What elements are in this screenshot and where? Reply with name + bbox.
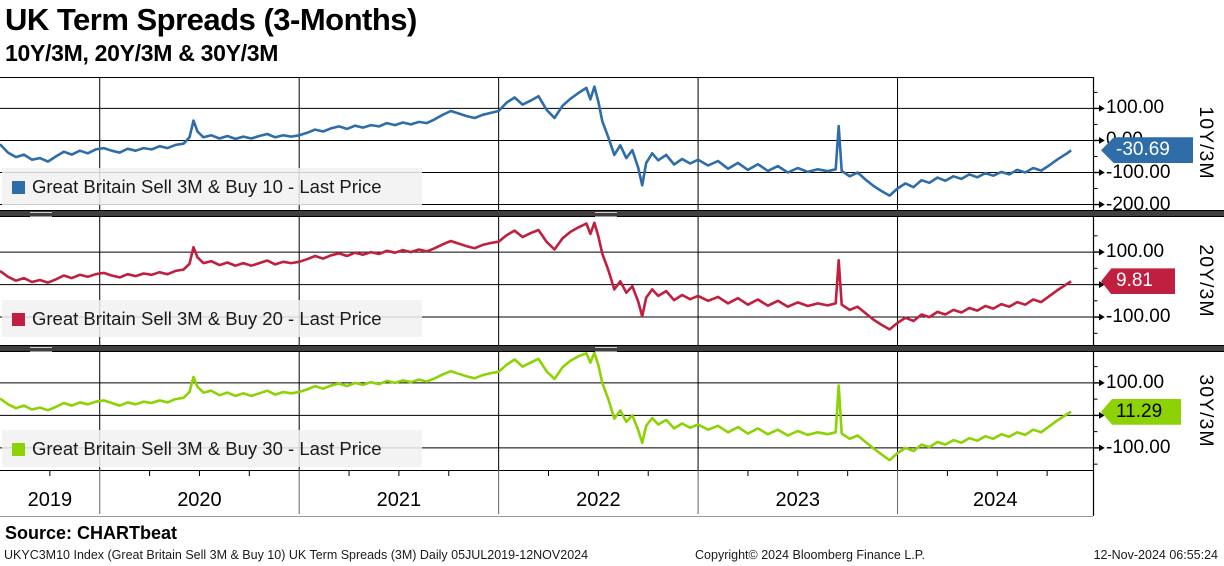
source-line: Source: CHARTbeat bbox=[5, 523, 178, 543]
y-tick-label: -100.00 bbox=[1106, 306, 1171, 328]
panel-20y3m bbox=[0, 217, 1093, 345]
series-line-30y3m bbox=[0, 352, 1072, 462]
axis-title-30y3m: 30Y/3M bbox=[1195, 374, 1217, 448]
y-tick-label: -100.00 bbox=[1106, 436, 1171, 458]
footer-timestamp: 12-Nov-2024 06:55:24 bbox=[1093, 548, 1218, 562]
legend-swatch-blue-icon bbox=[12, 181, 25, 194]
x-year-label: 2022 bbox=[576, 489, 621, 511]
last-price-badge-30y3m: 11.29 bbox=[1101, 398, 1181, 425]
x-year-label: 2020 bbox=[177, 489, 222, 511]
splitter-grip-icon[interactable] bbox=[30, 347, 52, 352]
series-line-10y3m bbox=[0, 85, 1072, 197]
x-year-label: 2024 bbox=[973, 489, 1018, 511]
last-price-badge-10y3m: -30.69 bbox=[1101, 137, 1193, 164]
y-tick-label: -100.00 bbox=[1106, 161, 1171, 183]
page-subtitle: 10Y/3M, 20Y/3M & 30Y/3M bbox=[5, 40, 279, 66]
legend-label: Great Britain Sell 3M & Buy 30 - Last Pr… bbox=[32, 438, 382, 459]
series-line-20y3m bbox=[0, 221, 1072, 331]
legend-swatch-red-icon bbox=[12, 313, 25, 326]
y-tick-label: 100.00 bbox=[1106, 97, 1165, 119]
y-tick-label: 100.00 bbox=[1106, 241, 1165, 263]
legend-label: Great Britain Sell 3M & Buy 10 - Last Pr… bbox=[32, 176, 382, 197]
last-price-badge-20y3m: 9.81 bbox=[1101, 268, 1175, 295]
legend-label: Great Britain Sell 3M & Buy 20 - Last Pr… bbox=[32, 308, 382, 329]
legend-10y3m[interactable]: Great Britain Sell 3M & Buy 10 - Last Pr… bbox=[2, 168, 422, 205]
y-tick-label: -200.00 bbox=[1106, 193, 1171, 215]
splitter-grip-icon[interactable] bbox=[30, 212, 52, 217]
splitter-grip-icon[interactable] bbox=[595, 347, 617, 352]
splitter-grip-icon[interactable] bbox=[595, 212, 617, 217]
legend-30y3m[interactable]: Great Britain Sell 3M & Buy 30 - Last Pr… bbox=[2, 430, 422, 467]
legend-swatch-green-icon bbox=[12, 443, 25, 456]
y-tick-label: 100.00 bbox=[1106, 371, 1165, 393]
x-year-label: 2019 bbox=[27, 489, 73, 511]
x-year-label: 2023 bbox=[775, 489, 821, 511]
axis-title-10y3m: 10Y/3M bbox=[1195, 106, 1217, 180]
panel-splitter-1[interactable] bbox=[0, 210, 1224, 217]
page-title: UK Term Spreads (3-Months) bbox=[5, 2, 417, 37]
legend-20y3m[interactable]: Great Britain Sell 3M & Buy 20 - Last Pr… bbox=[2, 300, 422, 337]
footer-ticker-info: UKYC3M10 Index (Great Britain Sell 3M & … bbox=[4, 548, 589, 562]
x-year-label: 2021 bbox=[376, 489, 422, 511]
axis-title-20y3m: 20Y/3M bbox=[1195, 244, 1217, 318]
panel-splitter-2[interactable] bbox=[0, 345, 1224, 352]
footer-copyright: Copyright© 2024 Bloomberg Finance L.P. bbox=[695, 548, 925, 562]
